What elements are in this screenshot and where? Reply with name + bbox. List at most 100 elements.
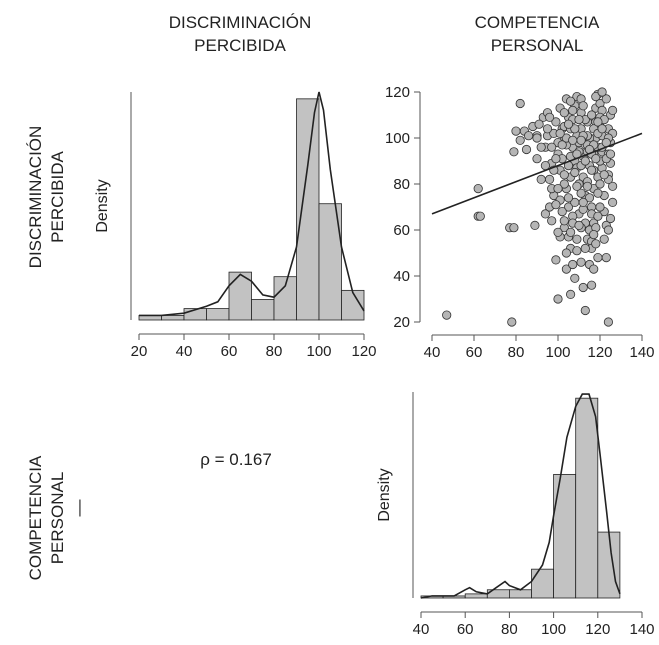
scatter_competencia_vs_discriminacion-point xyxy=(561,248,572,258)
scatter_competencia_vs_discriminacion-point xyxy=(534,119,544,129)
hist_competencia-density-curve xyxy=(420,393,621,599)
scatter_competencia_vs_discriminacion-point xyxy=(572,246,582,256)
scatter_competencia_vs_discriminacion-point xyxy=(576,257,586,267)
scatter_competencia_vs_discriminacion-point xyxy=(565,96,576,106)
scatter_competencia_vs_discriminacion-point xyxy=(599,170,609,180)
hist_competencia-x-tick-label: 40 xyxy=(413,621,430,638)
scatter_competencia_vs_discriminacion-point xyxy=(559,170,569,180)
scatter_competencia_vs_discriminacion-point xyxy=(603,225,614,235)
scatter_competencia_vs_discriminacion-x-tick-label: 120 xyxy=(587,344,612,361)
scatter_competencia_vs_discriminacion-point xyxy=(509,223,519,233)
scatter_competencia_vs_discriminacion-point xyxy=(593,211,603,221)
scatter_competencia_vs_discriminacion-point xyxy=(595,179,605,189)
hist_competencia-x-tick-label: 120 xyxy=(585,621,610,638)
scatter_competencia_vs_discriminacion-point xyxy=(565,289,576,299)
row-label-discriminacion-line1: DISCRIMINACIÓN xyxy=(26,126,45,269)
scatter_competencia_vs_discriminacion-point xyxy=(597,124,607,134)
scatter_competencia_vs_discriminacion-point xyxy=(553,227,563,237)
scatter_competencia_vs_discriminacion-point xyxy=(572,234,582,244)
scatter_competencia_vs_discriminacion-point xyxy=(589,264,599,274)
scatter_competencia_vs_discriminacion-point xyxy=(595,202,605,212)
scatter_competencia_vs_discriminacion-point xyxy=(563,193,574,203)
scatter_competencia_vs_discriminacion-point xyxy=(591,239,601,249)
scatter_competencia_vs_discriminacion-point xyxy=(586,110,597,120)
col-header-discriminacion-line2: PERCIBIDA xyxy=(194,36,286,55)
scatter_competencia_vs_discriminacion-point xyxy=(570,124,580,134)
scatter_competencia_vs_discriminacion-point xyxy=(593,117,603,127)
hist_competencia-bar xyxy=(597,531,621,599)
scatter_competencia_vs_discriminacion-point xyxy=(547,142,557,152)
scatter_competencia_vs_discriminacion-y-tick-label: 20 xyxy=(393,314,410,331)
scatter_competencia_vs_discriminacion-point xyxy=(568,105,578,116)
scatter_competencia_vs_discriminacion-point xyxy=(540,209,551,219)
scatter_competencia_vs_discriminacion-point xyxy=(584,193,595,203)
hist_competencia-x-tick-label: 80 xyxy=(501,621,518,638)
scatter_competencia_vs_discriminacion-point xyxy=(607,181,618,191)
scatter_competencia_vs_discriminacion-point xyxy=(578,197,588,207)
scatter_competencia_vs_discriminacion-point xyxy=(574,115,584,125)
hist_competencia-bar xyxy=(508,589,532,599)
scatter_competencia_vs_discriminacion-point xyxy=(601,94,611,104)
scatter_competencia_vs_discriminacion-point xyxy=(601,253,611,263)
scatter_competencia_vs_discriminacion-point xyxy=(570,273,580,283)
scatter_competencia_vs_discriminacion-point xyxy=(442,310,452,320)
scatter_competencia_vs_discriminacion-point xyxy=(559,108,569,118)
scatter_competencia_vs_discriminacion-point xyxy=(580,243,590,253)
scatter_competencia_vs_discriminacion-point xyxy=(591,92,601,102)
scatter_competencia_vs_discriminacion-y-tick-label: 60 xyxy=(393,222,410,239)
scatter_competencia_vs_discriminacion-y-tick-label: 100 xyxy=(385,130,410,147)
scatter_competencia_vs_discriminacion-point xyxy=(576,188,586,198)
hist_discriminacion-y-label: Density xyxy=(94,179,111,232)
scatter_competencia_vs_discriminacion-point xyxy=(593,188,603,198)
scatter_competencia_vs_discriminacion-point xyxy=(607,105,618,116)
hist_discriminacion-bar xyxy=(228,271,252,321)
hist_competencia-bar xyxy=(464,593,488,599)
hist_discriminacion-density-curve xyxy=(139,91,365,317)
scatter_competencia_vs_discriminacion-point xyxy=(475,211,485,221)
scatter_competencia_vs_discriminacion-fit-line xyxy=(431,132,643,215)
hist_competencia-bar xyxy=(531,568,555,599)
scatter_competencia_vs_discriminacion-point xyxy=(507,317,517,327)
scatter_competencia_vs_discriminacion-point xyxy=(557,140,567,150)
scatter_competencia_vs_discriminacion-point xyxy=(605,149,616,159)
scatter_competencia_vs_discriminacion-x-tick-label: 40 xyxy=(424,344,441,361)
scatter_competencia_vs_discriminacion-x-tick-label: 80 xyxy=(508,344,525,361)
scatter_competencia_vs_discriminacion-x-tick-label: 60 xyxy=(466,344,483,361)
scatter_competencia_vs_discriminacion-point xyxy=(578,101,588,111)
scatter_competencia_vs_discriminacion-point xyxy=(553,184,563,194)
hist_discriminacion-x-tick-label: 80 xyxy=(266,343,283,360)
scatter_competencia_vs_discriminacion-point xyxy=(578,282,588,293)
hist_competencia-x-tick-label: 60 xyxy=(457,621,474,638)
scatter_competencia_vs_discriminacion-point xyxy=(574,220,584,230)
scatter_competencia_vs_discriminacion-point xyxy=(576,135,586,145)
scatter_competencia_vs_discriminacion-point xyxy=(530,220,540,230)
scatter_competencia_vs_discriminacion-point xyxy=(544,112,555,122)
row-label-competencia-line2: PERSONAL xyxy=(48,472,67,565)
scatter_competencia_vs_discriminacion-point xyxy=(580,305,590,316)
scatter_competencia_vs_discriminacion-point xyxy=(511,126,521,136)
scatter_competencia_vs_discriminacion-point xyxy=(561,264,572,274)
scatter_competencia_vs_discriminacion-point xyxy=(570,167,580,178)
scatter_competencia_vs_discriminacion-point xyxy=(523,131,534,141)
hist_discriminacion-x-tick-label: 100 xyxy=(306,343,331,360)
scatter_competencia_vs_discriminacion-y-tick-label: 40 xyxy=(393,268,410,285)
scatter_competencia_vs_discriminacion-point xyxy=(547,216,557,226)
scatter_competencia_vs_discriminacion-point xyxy=(509,147,519,157)
scatter_competencia_vs_discriminacion-point xyxy=(551,200,561,210)
scatter_competencia_vs_discriminacion-point xyxy=(532,133,542,143)
scatter_competencia_vs_discriminacion-point xyxy=(565,227,576,237)
scatter_competencia_vs_discriminacion-point xyxy=(597,87,607,97)
scatter_competencia_vs_discriminacion-point xyxy=(555,128,565,138)
scatter_competencia_vs_discriminacion-x-tick-label: 100 xyxy=(545,344,570,361)
col-header-competencia-line1: COMPETENCIA xyxy=(475,13,600,32)
hist_discriminacion-bar xyxy=(161,315,185,321)
hist_competencia-y-label: Density xyxy=(376,468,393,521)
scatter_competencia_vs_discriminacion-point xyxy=(603,317,614,327)
scatter_competencia_vs_discriminacion-point xyxy=(551,117,561,127)
scatter_competencia_vs_discriminacion-point xyxy=(551,255,561,265)
scatter_competencia_vs_discriminacion-point xyxy=(586,165,597,175)
scatter_competencia_vs_discriminacion-point xyxy=(557,207,567,217)
scatter_competencia_vs_discriminacion-point xyxy=(551,154,561,164)
row-label-competencia-mark: — xyxy=(69,500,88,517)
scatter_competencia_vs_discriminacion-point xyxy=(582,181,593,191)
